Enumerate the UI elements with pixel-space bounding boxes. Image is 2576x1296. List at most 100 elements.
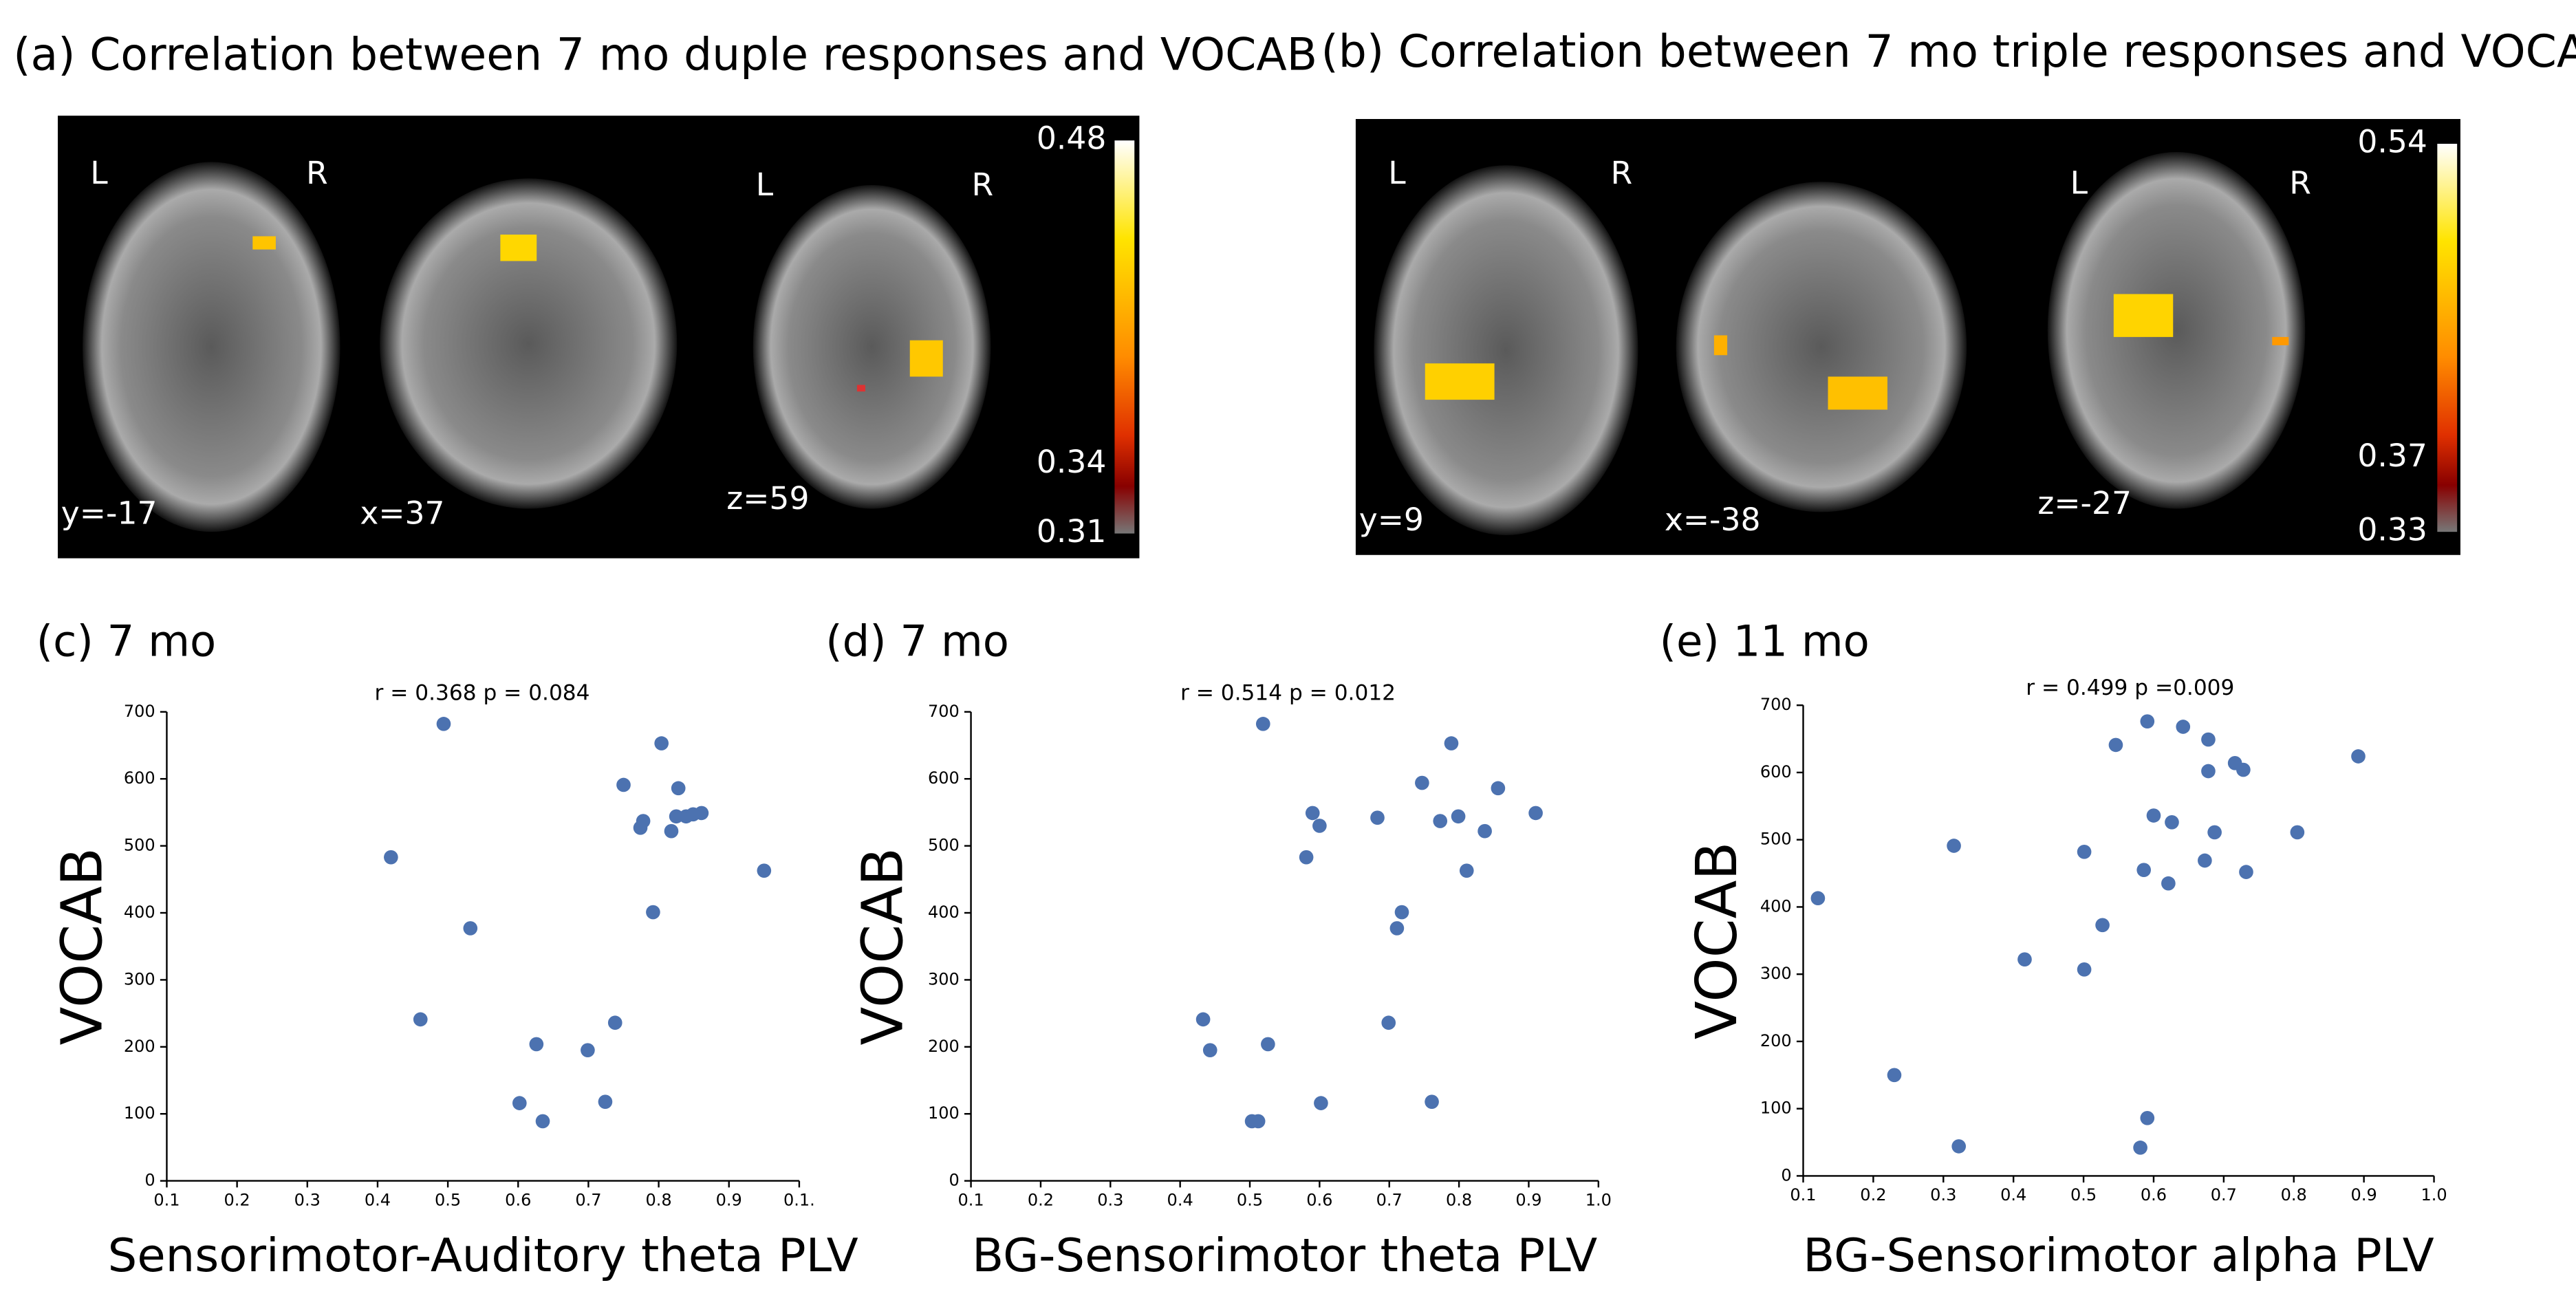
point [607,1015,623,1030]
point [535,1114,550,1129]
y-tick-label: 700 [1760,695,1792,714]
activation [500,235,537,261]
point [671,781,686,796]
annotation: r = 0.514 p = 0.012 [1180,680,1396,705]
y-tick-label: 700 [124,702,155,721]
point [413,1012,428,1027]
side-label: L [756,166,774,203]
slice-label: z=-27 [2037,485,2132,521]
x-tick-label: 0.5 [435,1190,461,1209]
x-tick-label: 1.0 [2421,1185,2447,1205]
point [1312,819,1327,833]
point [2201,764,2216,779]
x-tick-label: 0.6 [1306,1190,1332,1209]
y-axis-label: VOCAB [50,847,115,1045]
point [1251,1114,1266,1129]
x-axis-label: BG-Sensorimotor alpha PLV [1803,1229,2434,1282]
x-tick-label: 0.5 [1237,1190,1263,1209]
annotation: r = 0.499 p =0.009 [2026,676,2234,700]
activation [1828,376,1887,410]
x-tick-label: 0.7 [2211,1185,2237,1205]
point [2161,876,2176,891]
x-tick-label: 0.8 [1446,1190,1472,1209]
y-tick-label: 600 [124,768,155,788]
colorbar-label: 0.31 [1037,513,1107,550]
y-tick-label: 400 [928,903,960,922]
point [1305,806,1320,821]
point [512,1096,527,1110]
point [1459,863,1474,878]
point [2176,720,2191,734]
y-tick-label: 0 [1781,1165,1791,1185]
point [1314,1096,1328,1110]
x-tick-label: 0.1 [153,1190,180,1209]
x-tick-label: 0.3 [294,1190,321,1209]
point [1202,1043,1217,1058]
y-tick-label: 400 [1760,896,1792,916]
x-tick-label: 0.7 [575,1190,601,1209]
point [1299,850,1314,865]
point [1370,810,1385,825]
x-tick-label: 0.2 [1860,1185,1886,1205]
point [2136,863,2152,878]
y-tick-label: 400 [124,903,155,922]
y-tick-label: 700 [928,702,960,721]
activation [856,385,865,392]
side-label: L [2070,165,2088,202]
point [598,1094,613,1110]
panel-title: (b) Correlation between 7 mo triple resp… [1321,26,2576,78]
x-tick-label: 0.1 [957,1190,984,1209]
point [1195,1012,1211,1027]
point [1810,891,1826,906]
point [1491,781,1506,796]
y-tick-label: 600 [1760,762,1792,781]
point [529,1037,544,1052]
point [463,921,478,936]
x-axis-label: Sensorimotor-Auditory theta PLV [108,1229,858,1282]
colorbar-label: 0.37 [2357,438,2427,474]
colorbar-label: 0.54 [2357,124,2427,160]
activation [2113,294,2174,337]
side-label: R [2289,165,2311,202]
y-tick-label: 300 [1760,964,1792,983]
point [636,814,651,828]
sagittal-slice [380,178,678,509]
axial-slice [2047,152,2306,509]
y-axis-label: VOCAB [1685,842,1750,1039]
activation [1713,335,1728,356]
point [2095,918,2110,933]
x-tick-label: 0.7 [1376,1190,1403,1209]
coronal-slice [83,162,340,532]
point [669,809,684,824]
x-tick-label: 0.4 [2000,1185,2026,1205]
y-tick-label: 100 [1760,1099,1792,1118]
point [2146,808,2161,823]
point [2236,762,2251,777]
colorbar [2437,144,2458,532]
panel-title: (a) Correlation between 7 mo duple respo… [13,30,1317,81]
colorbar [1114,140,1135,534]
point [2077,844,2092,859]
point [1381,1015,1396,1030]
x-tick-label: 0.8 [2281,1185,2307,1205]
point [1951,1139,1967,1154]
side-label: L [90,155,108,191]
side-label: R [972,166,994,203]
point [2201,732,2216,747]
x-tick-label: 0.3 [1097,1190,1123,1209]
x-tick-label: 0.8 [646,1190,672,1209]
x-tick-label: 0.9 [2351,1185,2377,1205]
point [581,1043,595,1058]
x-tick-label: 0.4 [365,1190,391,1209]
point [1255,717,1270,731]
y-tick-label: 500 [928,836,960,855]
point [757,863,772,878]
activation [2272,336,2289,345]
y-tick-label: 100 [124,1103,155,1123]
activation [909,340,943,377]
coronal-slice [1374,165,1638,535]
point [2017,952,2032,967]
side-label: R [1611,155,1633,191]
point [1478,823,1492,839]
